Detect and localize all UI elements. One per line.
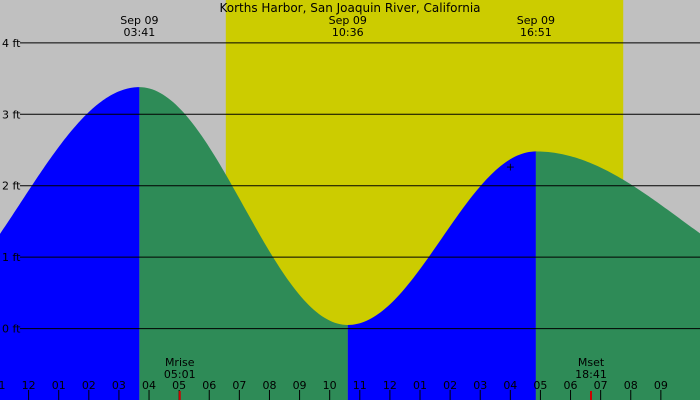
x-tick-label: 10 — [323, 379, 337, 392]
x-tick-label: 08 — [624, 379, 638, 392]
falling-tide-area — [535, 151, 700, 400]
y-tick-labels: 4 ft 3 ft 2 ft 1 ft 0 ft — [2, 37, 21, 336]
x-tick-label: 03 — [112, 379, 126, 392]
x-tick-label: 11 — [353, 379, 367, 392]
x-tick-label: 09 — [654, 379, 668, 392]
x-tick-label: 12 — [383, 379, 397, 392]
rising-tide-area — [0, 87, 140, 400]
x-tick-label: 09 — [293, 379, 307, 392]
x-tick-label: 03 — [473, 379, 487, 392]
x-tick-label: 07 — [594, 379, 608, 392]
x-tick-label: 04 — [503, 379, 517, 392]
rising-tide-area — [347, 151, 536, 400]
x-tick-label: 01 — [52, 379, 66, 392]
y-tick-label: 2 ft — [2, 180, 21, 193]
tide-event-date: Sep 09 — [329, 14, 367, 27]
current-level-marker: + — [506, 160, 515, 173]
moon-event-time: 05:01 — [164, 368, 196, 381]
x-tick-label: 08 — [262, 379, 276, 392]
x-tick-label: 01 — [413, 379, 427, 392]
x-tick-label: 06 — [564, 379, 578, 392]
tide-areas — [0, 87, 700, 400]
falling-tide-area — [139, 87, 348, 400]
y-tick-label: 3 ft — [2, 108, 21, 121]
gridlines — [20, 42, 700, 330]
y-tick-label: 1 ft — [2, 251, 21, 264]
x-tick-label: 05 — [172, 379, 186, 392]
x-tick-label: 06 — [202, 379, 216, 392]
x-tick-label: 07 — [232, 379, 246, 392]
tide-event-time: 16:51 — [520, 26, 552, 39]
y-tick-label: 0 ft — [2, 323, 21, 336]
tide-event-time: 10:36 — [332, 26, 364, 39]
x-tick-label: 04 — [142, 379, 156, 392]
moon-event-time: 18:41 — [575, 368, 607, 381]
x-tick-label: 12 — [22, 379, 36, 392]
moon-event-name: Mset — [578, 356, 605, 369]
tide-event-time: 03:41 — [124, 26, 156, 39]
y-tick-label: 4 ft — [2, 37, 21, 50]
chart-title: Korths Harbor, San Joaquin River, Califo… — [219, 1, 480, 15]
x-tick-label: 11 — [0, 379, 5, 392]
tide-event-date: Sep 09 — [120, 14, 158, 27]
x-tick-label: 05 — [533, 379, 547, 392]
x-tick-label: 02 — [82, 379, 96, 392]
x-tick-label: 02 — [443, 379, 457, 392]
tide-event-date: Sep 09 — [517, 14, 555, 27]
moon-event-name: Mrise — [165, 356, 195, 369]
